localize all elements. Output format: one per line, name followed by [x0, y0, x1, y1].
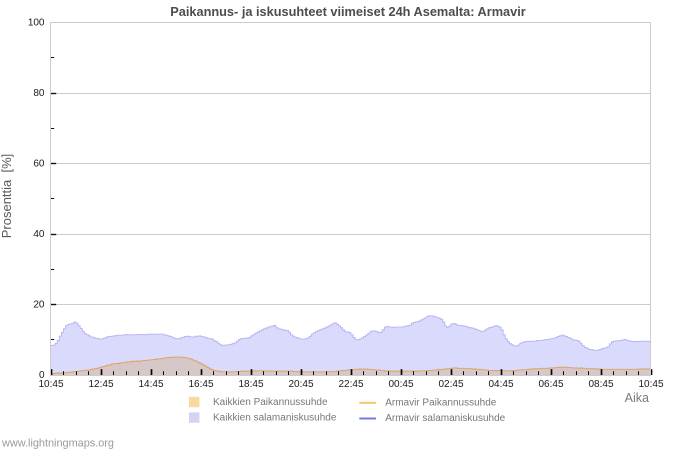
svg-text:Kaikkien Paikannussuhde: Kaikkien Paikannussuhde — [213, 397, 328, 408]
svg-text:Kaikkien salamaniskusuhde: Kaikkien salamaniskusuhde — [213, 413, 337, 424]
svg-text:10:45: 10:45 — [638, 379, 663, 390]
svg-text:20:45: 20:45 — [288, 379, 313, 390]
svg-text:04:45: 04:45 — [488, 379, 513, 390]
svg-text:20: 20 — [33, 300, 45, 311]
svg-text:Armavir salamaniskusuhde: Armavir salamaniskusuhde — [385, 413, 505, 424]
svg-text:16:45: 16:45 — [188, 379, 213, 390]
svg-text:Aika: Aika — [625, 391, 649, 405]
svg-text:06:45: 06:45 — [538, 379, 563, 390]
svg-text:10:45: 10:45 — [38, 379, 63, 390]
svg-text:14:45: 14:45 — [138, 379, 163, 390]
svg-text:08:45: 08:45 — [588, 379, 613, 390]
svg-text:100: 100 — [28, 18, 45, 29]
svg-text:18:45: 18:45 — [238, 379, 263, 390]
svg-text:80: 80 — [33, 88, 45, 99]
svg-text:02:45: 02:45 — [438, 379, 463, 390]
svg-text:Prosenttia [%]: Prosenttia [%] — [0, 154, 14, 239]
svg-text:www.lightningmaps.org: www.lightningmaps.org — [1, 438, 114, 450]
svg-text:22:45: 22:45 — [338, 379, 363, 390]
svg-text:40: 40 — [33, 229, 45, 240]
svg-text:Paikannus- ja iskusuhteet viim: Paikannus- ja iskusuhteet viimeiset 24h … — [170, 4, 526, 19]
svg-text:60: 60 — [33, 159, 45, 170]
svg-text:12:45: 12:45 — [88, 379, 113, 390]
svg-text:00:45: 00:45 — [388, 379, 413, 390]
svg-text:0: 0 — [39, 370, 45, 381]
svg-text:Armavir Paikannussuhde: Armavir Paikannussuhde — [385, 397, 497, 408]
